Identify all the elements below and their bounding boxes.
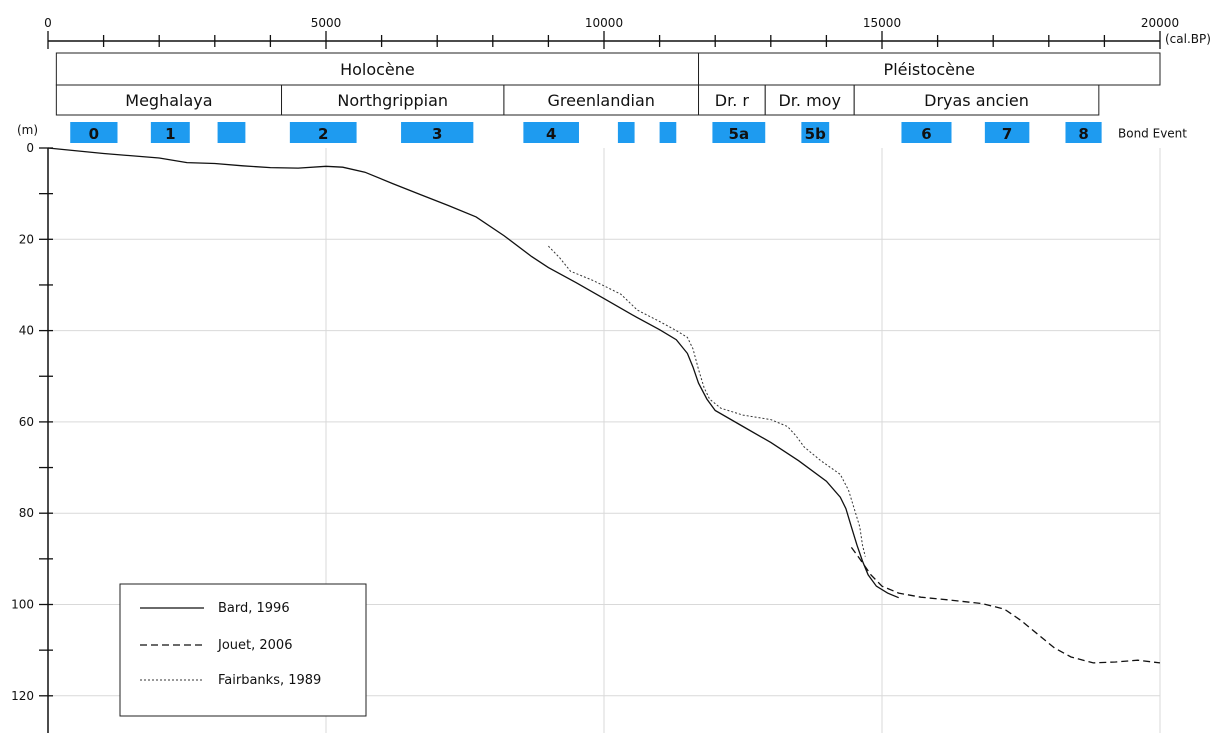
stage-label: Meghalaya — [125, 91, 212, 110]
bond-event-marker — [401, 122, 474, 143]
legend-label-jouet: Jouet, 2006 — [217, 638, 292, 653]
y-tick-label: 0 — [26, 141, 34, 155]
stage-label: Dr. r — [715, 91, 750, 110]
bond-event-marker — [289, 122, 357, 143]
bond-event-marker — [617, 122, 635, 143]
x-tick-label: 15000 — [863, 16, 901, 30]
bond-event-label: 1 — [165, 125, 175, 143]
period-band: Holocène Pléistocène — [55, 52, 1161, 86]
bond-events-label: Bond Event — [1118, 127, 1187, 141]
bond-event-label: 7 — [1002, 125, 1012, 143]
series-line-fairbanks-1989 — [548, 245, 866, 557]
y-tick-label: 60 — [19, 415, 34, 429]
bond-event-label: 5b — [805, 125, 826, 143]
bond-event-label: 8 — [1078, 125, 1088, 143]
y-tick-label: 40 — [19, 324, 34, 338]
stage-band: Meghalaya Northgrippian Greenlandian Dr. r D… — [55, 84, 1100, 116]
bond-event-marker — [1065, 122, 1102, 143]
stage-box — [764, 84, 855, 116]
bond-event-marker — [901, 122, 952, 143]
y-axis-unit-label: (m) — [17, 123, 38, 137]
bond-event-label: 2 — [318, 125, 328, 143]
y-tick-label: 80 — [19, 506, 34, 520]
period-box — [698, 52, 1161, 86]
grid — [48, 148, 1161, 733]
x-tick-label: 10000 — [585, 16, 623, 30]
stage-label: Dryas ancien — [924, 91, 1029, 110]
bond-event-label: 4 — [546, 125, 556, 143]
stage-box — [55, 84, 283, 116]
y-tick-label: 20 — [19, 232, 34, 246]
stage-box — [281, 84, 505, 116]
bond-event-marker — [217, 122, 246, 143]
x-axis: (cal.BP) 0 5000 10000 15000 20000 — [44, 16, 1211, 49]
bond-event-marker — [523, 122, 579, 143]
x-axis-unit-label: (cal.BP) — [1165, 32, 1211, 46]
period-label: Pléistocène — [884, 60, 975, 79]
bond-event-marker — [70, 122, 118, 143]
bond-event-label: 3 — [432, 125, 442, 143]
stage-label: Northgrippian — [337, 91, 448, 110]
stage-label: Dr. moy — [778, 91, 840, 110]
y-axis: (m) 0 20 40 60 80 100 120 — [11, 123, 53, 733]
y-tick-label: 120 — [11, 689, 34, 703]
bond-event-marker — [712, 122, 766, 143]
y-tick-label: 100 — [11, 598, 34, 612]
legend-label-bard: Bard, 1996 — [218, 601, 290, 616]
stage-box — [853, 84, 1100, 116]
series-line-jouet-2006 — [850, 547, 1161, 664]
bond-event-label: 0 — [89, 125, 99, 143]
legend-label-fairbanks: Fairbanks, 1989 — [218, 673, 321, 688]
period-label: Holocène — [340, 60, 415, 79]
stage-box — [698, 84, 766, 116]
series-lines — [47, 147, 1161, 664]
bond-event-label: 5a — [729, 125, 750, 143]
bond-event-marker — [984, 122, 1030, 143]
x-tick-label: 20000 — [1141, 16, 1179, 30]
bond-event-band: Bond Event 0 1 2 3 4 5a 5b 6 7 8 — [70, 122, 1187, 143]
bond-event-marker — [659, 122, 677, 143]
legend-box — [119, 583, 367, 717]
stage-label: Greenlandian — [548, 91, 655, 110]
x-tick-label: 5000 — [311, 16, 342, 30]
series-line-bard-1996 — [47, 147, 899, 599]
stage-box — [503, 84, 700, 116]
bond-event-marker — [801, 122, 830, 143]
bond-event-label: 6 — [921, 125, 931, 143]
bond-event-marker — [150, 122, 190, 143]
legend: Bard, 1996 Jouet, 2006 Fairbanks, 1989 — [119, 583, 367, 717]
x-tick-label: 0 — [44, 16, 52, 30]
